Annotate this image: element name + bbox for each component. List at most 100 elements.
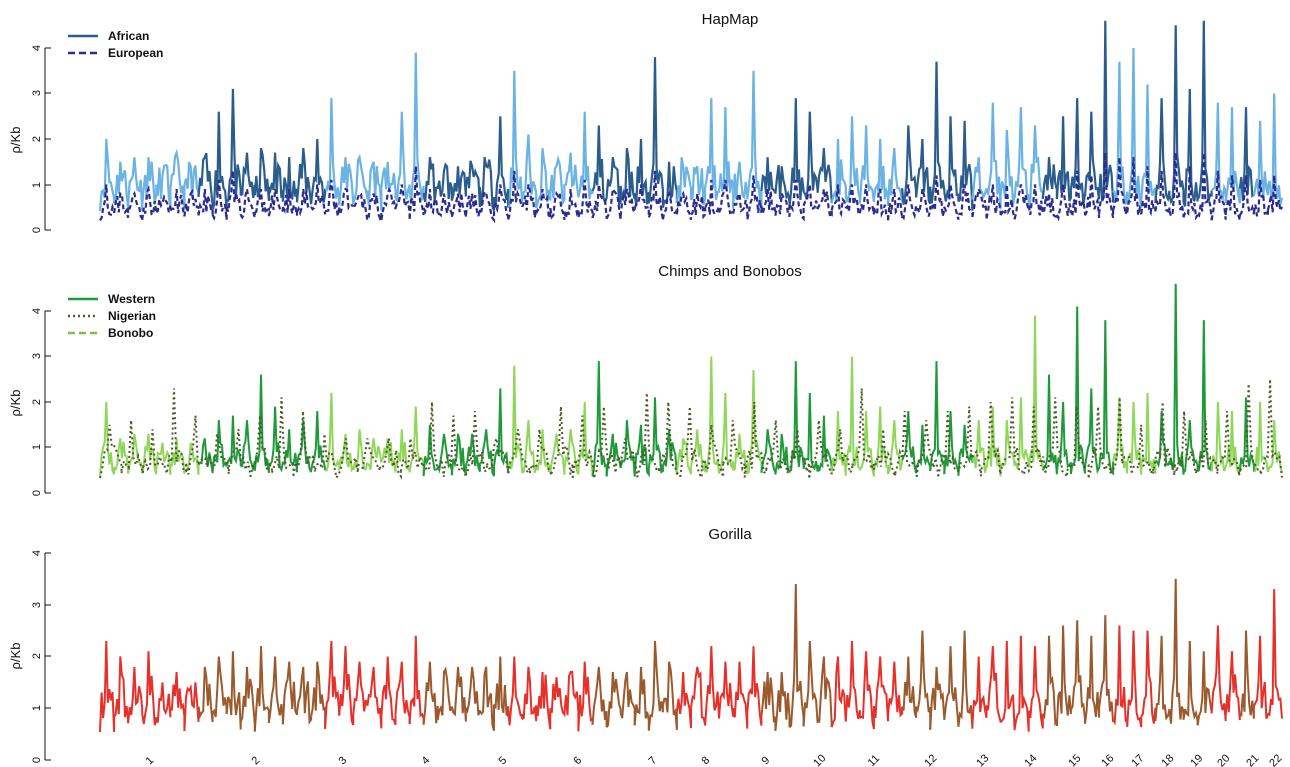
chromosome-label-11: 11 xyxy=(866,753,883,767)
western-line-segment xyxy=(198,438,214,474)
western-line-segment xyxy=(971,420,988,473)
european-line-segment xyxy=(901,184,918,221)
western-line-segment xyxy=(816,415,833,472)
western-line-segment xyxy=(352,429,369,471)
western-line-segment xyxy=(282,429,298,473)
plot-area-chimps xyxy=(99,283,1283,481)
chromosome-label-4: 4 xyxy=(419,754,432,767)
european-line-segment xyxy=(113,191,130,219)
gorilla-line-segment xyxy=(366,666,383,729)
nigerian-line-segment xyxy=(528,429,553,475)
western-line-segment xyxy=(521,420,538,474)
western-line-segment xyxy=(127,433,144,474)
y-tick-1: 1 xyxy=(31,444,43,450)
gorilla-line-segment xyxy=(1126,630,1143,728)
african-line-segment xyxy=(197,152,214,210)
gorilla-line-segment xyxy=(690,666,707,726)
european-line-segment xyxy=(886,188,904,221)
european-line-segment xyxy=(718,179,735,219)
european-line-segment xyxy=(872,188,890,221)
nigerian-line-segment xyxy=(163,388,187,474)
western-line-segment xyxy=(901,411,918,474)
african-line-segment xyxy=(1126,47,1143,208)
western-line-segment xyxy=(422,424,439,477)
gorilla-line-segment xyxy=(999,640,1016,731)
western-line-segment xyxy=(507,365,524,473)
western-line-segment xyxy=(493,388,510,473)
western-line-segment xyxy=(113,438,130,474)
european-line-segment xyxy=(1042,193,1058,218)
western-line-segment xyxy=(718,392,735,473)
chromosome-label-15: 15 xyxy=(1066,752,1083,767)
african-line-segment xyxy=(929,61,946,204)
african-line-segment xyxy=(690,165,707,206)
gorilla-line-segment xyxy=(239,666,256,732)
y-tick-4: 4 xyxy=(31,45,43,51)
gorilla-line-segment xyxy=(408,635,425,725)
gorilla-line-segment xyxy=(633,666,650,731)
european-line-segment xyxy=(353,192,369,221)
african-line-segment xyxy=(704,98,721,201)
western-line-segment xyxy=(338,433,355,473)
western-line-segment xyxy=(1266,420,1283,473)
european-line-segment xyxy=(802,184,819,211)
chromosome-label-2: 2 xyxy=(249,754,262,767)
legend-bonobo: Bonobo xyxy=(108,326,153,340)
western-line-segment xyxy=(1253,401,1269,473)
panel-title-chimps: Chimps and Bonobos xyxy=(658,263,801,280)
y-axis-label: ρ/Kb xyxy=(8,643,23,670)
western-line-segment xyxy=(830,411,847,476)
gorilla-line-segment xyxy=(746,646,763,726)
nigerian-line-segment xyxy=(657,401,682,477)
european-line-segment xyxy=(985,184,1002,219)
chromosome-label-7: 7 xyxy=(646,754,659,767)
western-line-segment xyxy=(1098,320,1115,476)
panel-gorilla: Gorilla 0 1 2 3 4 ρ/Kb 1 2 3 4 5 6 7 8 9 10 11 12 13… xyxy=(8,526,1284,767)
european-line-segment xyxy=(999,184,1016,220)
nigerian-line-segment xyxy=(185,415,209,475)
gorilla-line-segment xyxy=(1168,578,1185,724)
western-line-segment xyxy=(774,433,791,475)
nigerian-line-segment xyxy=(507,429,531,476)
african-line-segment xyxy=(324,98,341,206)
european-line-segment xyxy=(1126,157,1143,216)
nigerian-line-segment xyxy=(1001,397,1026,474)
african-line-segment xyxy=(408,52,425,205)
western-line-segment xyxy=(844,356,861,472)
western-line-segment xyxy=(563,429,580,475)
african-line-segment xyxy=(1083,111,1101,200)
african-line-segment xyxy=(844,116,861,204)
european-line-segment xyxy=(380,187,397,221)
european-line-segment xyxy=(211,179,228,221)
european-line-segment xyxy=(1070,170,1087,216)
western-line-segment xyxy=(690,429,707,474)
african-line-segment xyxy=(478,157,496,211)
nigerian-line-segment xyxy=(464,411,488,476)
gorilla-line-segment xyxy=(957,630,974,729)
legend-nigerian: Nigerian xyxy=(108,309,156,323)
gorilla-line-segment xyxy=(1027,646,1044,729)
european-line-segment xyxy=(858,184,875,215)
gorilla-line-segment xyxy=(718,661,735,717)
gorilla-line-segment xyxy=(211,656,228,718)
gorilla-line-segment xyxy=(675,671,692,729)
nigerian-line-segment xyxy=(787,429,811,478)
african-line-segment xyxy=(366,161,383,211)
european-line-segment xyxy=(239,188,256,220)
panel-chimps: Chimps and Bonobos 0 1 2 3 4 ρ/Kb Wester… xyxy=(8,263,1283,496)
african-line-segment xyxy=(872,138,890,206)
european-line-segment xyxy=(99,184,116,221)
european-line-segment xyxy=(788,179,805,222)
european-line-segment xyxy=(746,175,763,220)
chromosome-label-10: 10 xyxy=(811,752,828,767)
african-line-segment xyxy=(450,166,467,201)
european-line-segment xyxy=(127,190,144,220)
european-line-segment xyxy=(155,194,172,214)
y-tick-3: 3 xyxy=(31,602,43,608)
nigerian-line-segment xyxy=(593,406,617,477)
gorilla-line-segment xyxy=(732,661,749,729)
nigerian-line-segment xyxy=(1044,397,1069,481)
gorilla-line-segment xyxy=(872,656,889,722)
western-line-segment xyxy=(479,429,495,477)
european-line-segment xyxy=(492,184,510,220)
